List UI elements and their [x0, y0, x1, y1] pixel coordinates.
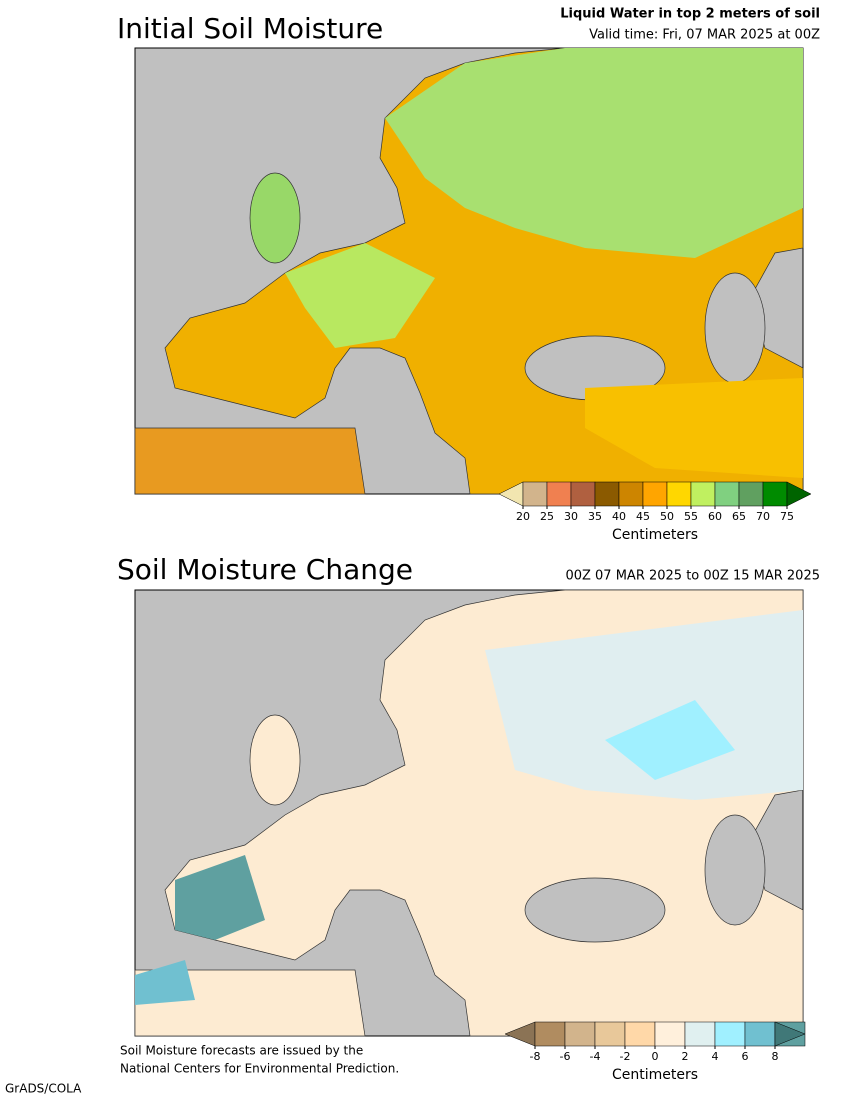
map	[134, 47, 804, 495]
colorbar-box	[762, 481, 788, 507]
colorbar-arrow	[786, 481, 812, 507]
colorbar-arrow	[774, 1021, 806, 1047]
tick-label: -2	[620, 1050, 631, 1063]
tick-label: 75	[780, 510, 794, 523]
panel-subtitle: Valid time: Fri, 07 MAR 2025 at 00Z	[589, 28, 820, 43]
tick-label: 50	[660, 510, 674, 523]
tick-label: 30	[564, 510, 578, 523]
credit: GrADS/COLA	[5, 1082, 82, 1096]
tick-label: 2	[682, 1050, 689, 1063]
colorbar-box	[564, 1021, 596, 1047]
colorbar-box	[522, 481, 548, 507]
tick-label: 35	[588, 510, 602, 523]
colorbar-box	[666, 481, 692, 507]
colorbar-box	[714, 481, 740, 507]
colorbar-label: Centimeters	[612, 527, 698, 543]
panel-subtitle: Liquid Water in top 2 meters of soil	[560, 7, 820, 22]
tick-label: -8	[530, 1050, 541, 1063]
tick-label: 25	[540, 510, 554, 523]
tick-label: 65	[732, 510, 746, 523]
colorbar-box	[570, 481, 596, 507]
tick-label: 20	[516, 510, 530, 523]
colorbar-box	[738, 481, 764, 507]
tick-label: 0	[652, 1050, 659, 1063]
tick-label: 70	[756, 510, 770, 523]
tick-label: 60	[708, 510, 722, 523]
colorbar-box	[618, 481, 644, 507]
colorbar-box	[594, 481, 620, 507]
colorbar-box	[690, 481, 716, 507]
tick-label: 40	[612, 510, 626, 523]
map	[134, 589, 804, 1037]
panel-title: Soil Moisture Change	[117, 553, 413, 586]
colorbar: 20 25 30 35 40 45 50 55 60 65 70 75 Centimeters	[498, 481, 812, 543]
tick-label: 55	[684, 510, 698, 523]
panel-title: Initial Soil Moisture	[117, 12, 383, 45]
footer-note: Soil Moisture forecasts are issued by th…	[120, 1044, 363, 1058]
tick-label: 45	[636, 510, 650, 523]
tick-label: 8	[772, 1050, 779, 1063]
colorbar-box	[624, 1021, 656, 1047]
tick-label: 6	[742, 1050, 749, 1063]
colorbar-label: Centimeters	[612, 1067, 698, 1083]
colorbar: -8 -6 -4 -2 0 2 4 6 8 Centimeters	[504, 1021, 806, 1083]
tick-label: -4	[590, 1050, 601, 1063]
colorbar-box	[714, 1021, 746, 1047]
colorbar-box	[642, 481, 668, 507]
colorbar-box	[594, 1021, 626, 1047]
tick-label: -6	[560, 1050, 571, 1063]
panel-subtitle: 00Z 07 MAR 2025 to 00Z 15 MAR 2025	[565, 569, 820, 584]
colorbar-box	[546, 481, 572, 507]
colorbar-box	[654, 1021, 686, 1047]
colorbar-box	[534, 1021, 566, 1047]
colorbar-box	[684, 1021, 716, 1047]
colorbar-box	[744, 1021, 776, 1047]
footer-note: National Centers for Environmental Predi…	[120, 1062, 399, 1076]
tick-label: 4	[712, 1050, 719, 1063]
